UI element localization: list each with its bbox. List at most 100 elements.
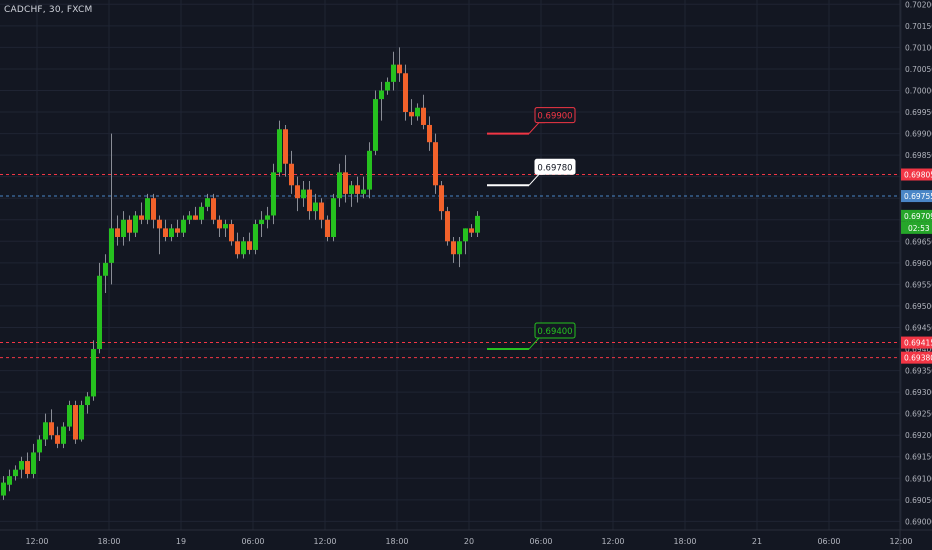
candle-body	[121, 219, 126, 237]
candle-body	[103, 262, 108, 276]
candle-body	[151, 198, 156, 220]
time-tick-label: 06:00	[529, 537, 552, 546]
candle-body	[313, 202, 318, 212]
candle-body	[421, 107, 426, 125]
candle-body	[451, 241, 456, 255]
candle-body	[361, 189, 366, 194]
candle-body	[181, 219, 186, 233]
candle-body	[409, 112, 414, 117]
price-axis-badge-label: 0.69805	[904, 171, 932, 180]
countdown-label: 02:53	[908, 224, 930, 233]
candle-body	[187, 215, 192, 220]
candle-body	[457, 241, 462, 255]
candle-body	[229, 224, 234, 242]
candle-body	[157, 219, 162, 229]
candle-body	[7, 476, 12, 485]
time-tick-label: 06:00	[817, 537, 840, 546]
countdown-badge	[901, 221, 932, 234]
time-tick-label: 18:00	[97, 537, 120, 546]
time-tick-label: 19	[176, 537, 186, 546]
candle-body	[43, 422, 48, 440]
candle-body	[325, 219, 330, 237]
price-axis-badge	[901, 351, 932, 364]
candle-body	[427, 124, 432, 143]
candle-body	[253, 224, 258, 250]
candle-body	[67, 405, 72, 427]
candle-body	[301, 189, 306, 199]
price-axis-badge	[901, 336, 932, 349]
candle-body	[61, 426, 66, 444]
annotation-box	[534, 322, 576, 339]
candle-body	[199, 206, 204, 220]
candle-body	[175, 228, 180, 233]
candle-body	[115, 228, 120, 237]
time-tick-label: 12:00	[313, 537, 336, 546]
candle-body	[97, 275, 102, 350]
candle-body	[193, 215, 198, 220]
price-tick-label: 0.69400	[905, 345, 932, 354]
candle-body	[19, 461, 24, 470]
time-tick-label: 20	[464, 537, 474, 546]
candle-body	[433, 142, 438, 186]
candle-body	[343, 172, 348, 194]
candle-body	[295, 185, 300, 199]
candle-body	[271, 172, 276, 216]
candle-body	[319, 202, 324, 220]
price-axis-badge	[901, 209, 932, 222]
time-tick-label: 06:00	[241, 537, 264, 546]
candle-body	[283, 129, 288, 164]
candle-body	[469, 228, 474, 233]
candle-body	[289, 163, 294, 186]
candle-body	[223, 224, 228, 229]
candle-body	[397, 64, 402, 74]
candle-body	[439, 185, 444, 212]
candle-body	[277, 129, 282, 173]
candle-body	[307, 189, 312, 212]
candle-body	[91, 349, 96, 397]
candle-body	[73, 405, 78, 440]
time-tick-label: 12:00	[601, 537, 624, 546]
candle-body	[235, 241, 240, 255]
candle-body	[211, 198, 216, 220]
candle-body	[79, 405, 84, 440]
price-axis-badge	[901, 190, 932, 203]
candle-body	[169, 228, 174, 237]
candle-body	[37, 439, 42, 453]
time-tick-label: 18:00	[385, 537, 408, 546]
candle-body	[205, 198, 210, 207]
candle-body	[25, 461, 30, 474]
candle-body	[49, 422, 54, 436]
time-tick-label: 21	[752, 537, 762, 546]
candle-body	[139, 215, 144, 220]
candle-body	[391, 64, 396, 82]
price-axis-badge-label: 0.69709	[904, 212, 932, 221]
annotation-pointer	[528, 337, 545, 350]
candle-body	[55, 435, 60, 444]
candle-body	[445, 211, 450, 242]
candle-body	[403, 73, 408, 113]
candle-body	[145, 198, 150, 220]
candle-body	[31, 452, 36, 474]
candle-body	[241, 241, 246, 255]
candle-body	[13, 469, 18, 477]
annotation-label: 0.69400	[537, 327, 572, 337]
candle-body	[217, 219, 222, 229]
candle-body	[127, 219, 132, 233]
